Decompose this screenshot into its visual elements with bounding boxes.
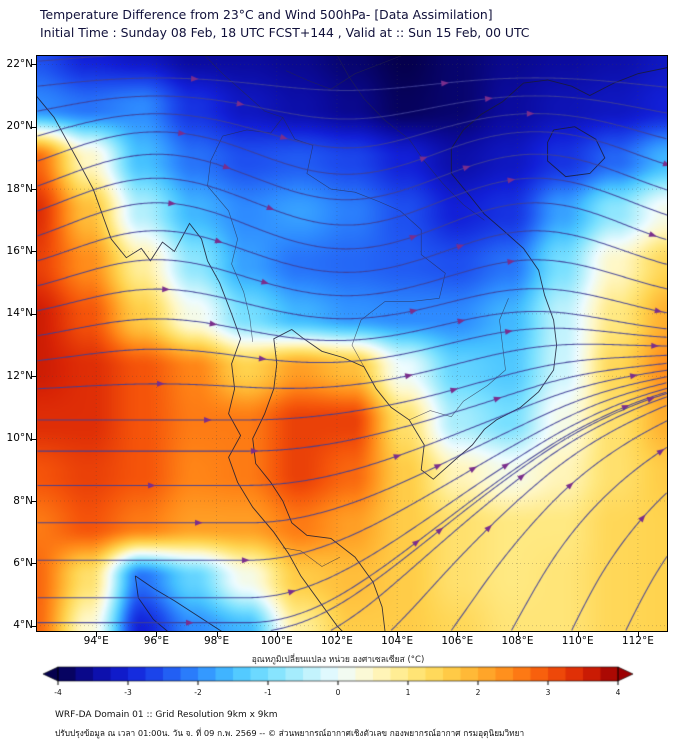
map-panel [36, 55, 668, 632]
axis-tick [31, 439, 36, 440]
y-axis-label: 12°N [6, 369, 33, 382]
colorbar-tick-label: -4 [54, 688, 62, 697]
x-axis-label: 106°E [441, 635, 474, 647]
axis-tick [31, 189, 36, 190]
axis-tick [638, 632, 639, 637]
axis-tick [277, 632, 278, 637]
axis-tick [156, 632, 157, 637]
axis-tick [31, 314, 36, 315]
y-axis-label: 4°N [13, 619, 33, 632]
y-axis-label: 6°N [13, 556, 33, 569]
y-axis-label: 22°N [6, 57, 33, 70]
x-axis-label: 104°E [381, 635, 414, 647]
axis-tick [397, 632, 398, 637]
footer-credit: ปรับปรุงข้อมูล ณ เวลา 01:00น. วัน จ. ที่… [55, 728, 525, 738]
x-axis-label: 100°E [260, 635, 293, 647]
axis-tick [518, 632, 519, 637]
axis-tick [578, 632, 579, 637]
axis-tick [31, 501, 36, 502]
x-axis-label: 110°E [561, 635, 594, 647]
footer-domain-info: WRF-DA Domain 01 :: Grid Resolution 9km … [55, 710, 278, 720]
axis-tick [31, 251, 36, 252]
page-subtitle: Initial Time : Sunday 08 Feb, 18 UTC FCS… [40, 25, 530, 40]
colorbar-tick-label: 1 [405, 688, 411, 697]
y-axis-label: 8°N [13, 494, 33, 507]
x-axis-label: 102°E [320, 635, 353, 647]
colorbar-tick-label: 3 [545, 688, 551, 697]
colorbar-label: อุณหภูมิเปลี่ยนแปลง หน่วย องศาเซลเซียส (… [251, 655, 425, 665]
colorbar-tick-label: -3 [124, 688, 132, 697]
axis-tick [31, 626, 36, 627]
y-axis-label: 10°N [6, 432, 33, 445]
y-axis-label: 14°N [6, 307, 33, 320]
axis-tick [457, 632, 458, 637]
axis-tick [217, 632, 218, 637]
x-axis-label: 98°E [203, 635, 230, 647]
x-axis-label: 94°E [83, 635, 109, 647]
colorbar [0, 664, 676, 688]
axis-tick [96, 632, 97, 637]
y-axis-label: 18°N [6, 182, 33, 195]
wind-streamlines-canvas [36, 55, 668, 632]
colorbar-tick-label: -1 [264, 688, 272, 697]
axis-tick [337, 632, 338, 637]
x-axis-label: 96°E [143, 635, 169, 647]
axis-tick [31, 376, 36, 377]
page-title: Temperature Difference from 23°C and Win… [40, 7, 493, 22]
colorbar-tick-label: 2 [475, 688, 481, 697]
colorbar-tick-label: 4 [615, 688, 621, 697]
axis-tick [31, 64, 36, 65]
y-axis-label: 16°N [6, 244, 33, 257]
x-axis-label: 112°E [621, 635, 654, 647]
y-axis-label: 20°N [6, 120, 33, 133]
colorbar-tick-label: -2 [194, 688, 202, 697]
axis-tick [31, 127, 36, 128]
x-axis-label: 108°E [501, 635, 534, 647]
colorbar-tick-label: 0 [335, 688, 341, 697]
axis-tick [31, 563, 36, 564]
